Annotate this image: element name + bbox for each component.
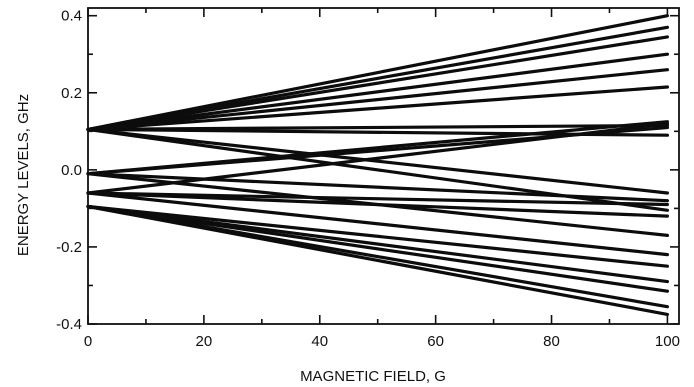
energy-level-line-18 (86, 191, 670, 257)
energy-level-line-13 (86, 172, 670, 203)
x-axis-title: MAGNETIC FIELD, G (300, 368, 446, 385)
energy-level-line-17 (86, 191, 670, 218)
x-tick-label: 100 (655, 333, 680, 350)
y-axis-title: ENERGY LEVELS, GHz (15, 94, 32, 256)
energy-level-line-23 (86, 204, 670, 316)
y-tick-label: 0.4 (61, 8, 82, 25)
x-tick-label: 80 (543, 333, 560, 350)
x-tick-label: 20 (196, 333, 213, 350)
axis-tick-labels: 0 20 40 60 80 100 -0.4 -0.2 0.0 0.2 0.4 (56, 8, 680, 350)
plot-frame (87, 7, 680, 325)
y-tick-label: -0.2 (56, 239, 82, 256)
energy-level-line-1 (86, 14, 670, 131)
energy-level-line-3 (86, 35, 670, 131)
energy-level-line-6 (86, 85, 670, 131)
x-tick-label: 0 (84, 333, 92, 350)
axis-ticks (87, 8, 679, 325)
energy-level-line-15 (86, 121, 670, 195)
y-tick-label: -0.4 (56, 316, 82, 333)
energy-level-line-4 (86, 52, 670, 131)
energy-level-line-19 (86, 204, 670, 268)
y-tick-label: 0.0 (61, 162, 82, 179)
energy-level-line-7 (86, 123, 670, 131)
energy-level-curves (86, 14, 670, 316)
energy-level-line-21 (86, 204, 670, 293)
x-tick-label: 60 (427, 333, 444, 350)
energy-level-line-9 (86, 127, 670, 195)
energy-level-line-16 (86, 191, 670, 207)
x-tick-label: 40 (311, 333, 328, 350)
energy-level-line-5 (86, 68, 670, 131)
y-tick-label: 0.2 (61, 85, 82, 102)
